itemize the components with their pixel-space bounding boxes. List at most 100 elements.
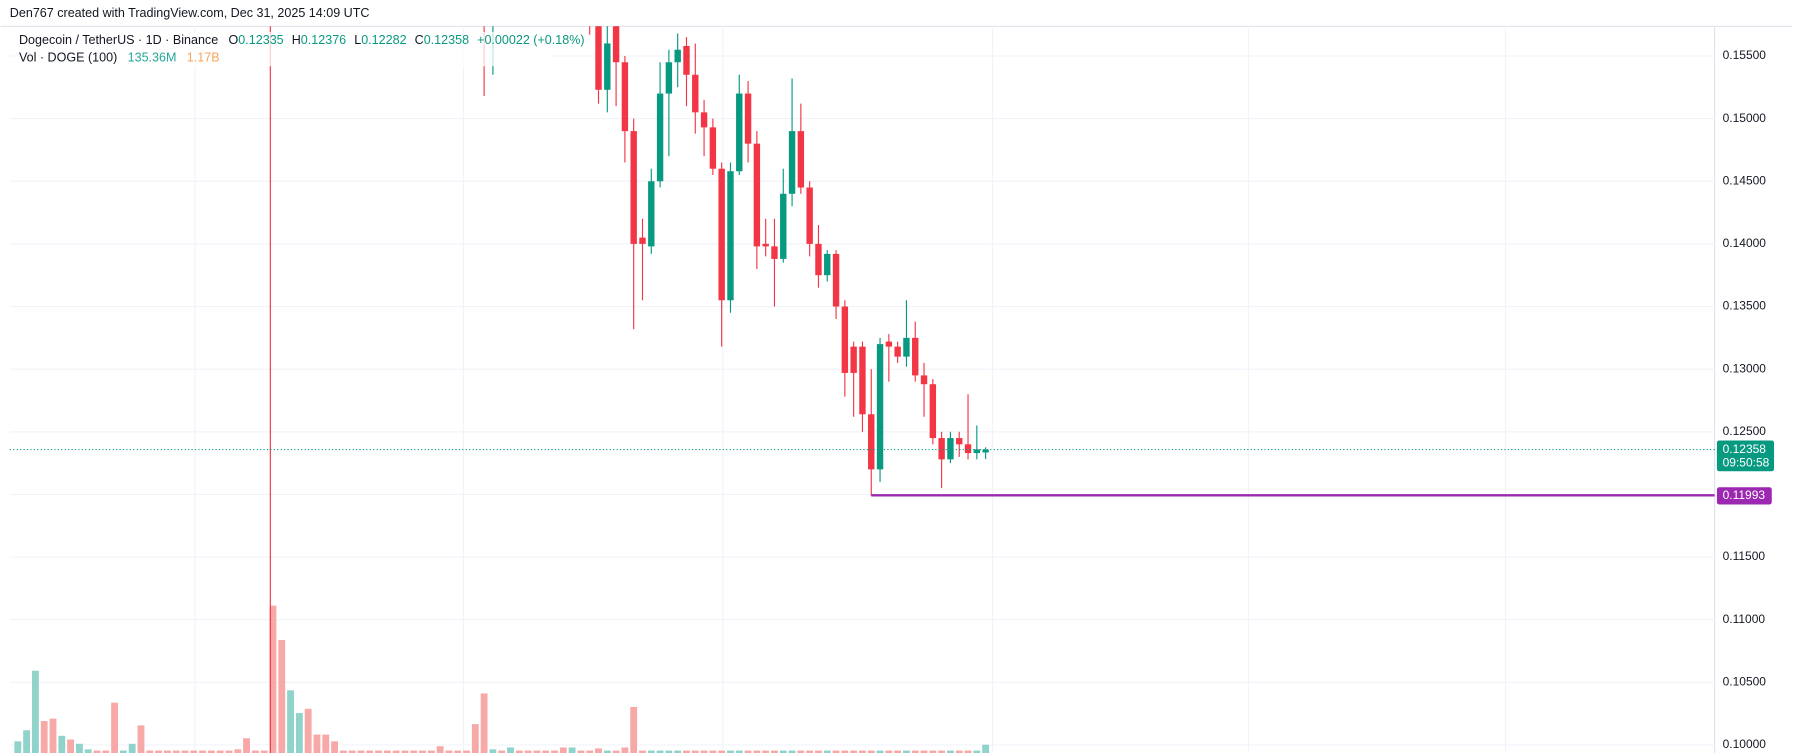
legend-value: 0.12376	[301, 33, 346, 47]
legend-letter: H	[292, 33, 301, 47]
volume-bar	[419, 750, 426, 753]
candle-body	[700, 112, 708, 128]
volume-bar	[331, 741, 338, 753]
volume-bar	[691, 750, 699, 753]
volume-bar	[163, 750, 171, 753]
volume-bar	[410, 750, 418, 753]
candles	[483, 26, 989, 496]
volume-bar	[234, 749, 242, 753]
candle-body	[621, 62, 629, 132]
horizontal-line-label: 0.11993	[1723, 488, 1766, 502]
candle-body	[850, 346, 857, 373]
volume-bar	[894, 750, 902, 753]
volume-bar	[23, 730, 31, 753]
volume-bar	[67, 739, 75, 753]
volume-bar	[357, 750, 365, 753]
volume-bar	[630, 706, 638, 753]
volume-bar	[779, 750, 787, 753]
candle-body	[815, 243, 822, 276]
volume-value: 135.36M	[128, 51, 177, 65]
candle-body	[832, 253, 840, 307]
candle-body	[920, 375, 928, 385]
legend-letter: O	[229, 33, 239, 47]
volume-bar	[445, 750, 453, 753]
volume-bar	[392, 750, 400, 753]
y-tick-label: 0.15000	[1723, 111, 1767, 125]
legend-value: 0.12282	[361, 33, 406, 47]
volume-bar	[436, 746, 444, 753]
vertical-grid	[194, 26, 1507, 753]
y-tick-label: 0.11000	[1723, 612, 1766, 626]
legend-letter: L	[354, 33, 361, 47]
candle-body	[806, 187, 813, 244]
volume-bar	[551, 750, 558, 753]
volume-bar	[823, 750, 831, 753]
candle-body	[885, 341, 893, 347]
candle-body	[788, 131, 796, 194]
volume-bar	[207, 750, 215, 753]
volume-bar	[383, 750, 391, 753]
volume-bar	[322, 734, 330, 753]
last-price-box	[1716, 440, 1775, 472]
volume-bar	[656, 750, 664, 753]
candle-body	[947, 438, 954, 460]
volume-bar	[128, 743, 136, 753]
candle-body	[674, 49, 681, 63]
candle-body	[665, 62, 673, 94]
candle-body	[683, 45, 690, 75]
volume-bar	[982, 744, 990, 753]
candle-body	[956, 438, 963, 445]
candle-body	[982, 449, 989, 453]
volume-bar	[243, 738, 250, 753]
volume-bar	[480, 693, 488, 753]
volume-bar	[269, 605, 277, 753]
volume-bar	[287, 690, 294, 753]
volume-bar	[181, 750, 189, 753]
volume-bar	[304, 708, 312, 753]
volume-bar	[806, 750, 814, 753]
volume-bar	[339, 750, 347, 753]
volume-bar	[735, 750, 743, 753]
volume-bar	[507, 747, 514, 753]
volume-bar	[375, 750, 382, 753]
volume-bar	[31, 670, 39, 753]
volume-bar	[146, 750, 154, 753]
volume-bar	[515, 750, 523, 753]
volume-bar	[718, 750, 726, 753]
volume-bar	[111, 702, 119, 753]
candle-body	[903, 337, 910, 357]
volume-bar	[216, 750, 224, 753]
candle-body	[841, 306, 849, 373]
volume-bar	[665, 750, 673, 753]
y-tick-label: 0.10500	[1723, 675, 1767, 689]
y-tick-label: 0.12500	[1723, 424, 1767, 438]
legend-letter: C	[415, 33, 424, 47]
volume-bar	[911, 750, 919, 753]
candle-body	[929, 384, 937, 439]
volume-bar	[463, 750, 470, 753]
volume-bar	[973, 750, 981, 753]
countdown-label: 09:50:58	[1723, 455, 1770, 469]
volume-bar	[621, 747, 629, 753]
volume-bar	[876, 750, 884, 753]
volume-pane	[14, 605, 990, 753]
candle-body	[718, 168, 725, 301]
volume-bar	[815, 750, 822, 753]
volume-bar	[595, 748, 602, 753]
volume-bar	[964, 750, 972, 753]
volume-bar	[850, 750, 858, 753]
volume-bar	[489, 749, 497, 753]
volume-bar	[137, 725, 145, 753]
volume-bar	[929, 750, 937, 753]
candle-body	[964, 444, 972, 454]
candle-body	[612, 26, 620, 63]
legend-value: 0.12358	[424, 33, 469, 47]
volume-bar	[313, 734, 321, 753]
candle-body	[824, 253, 831, 276]
candle-body	[868, 414, 875, 470]
volume-bar	[753, 750, 761, 753]
candle-body	[973, 449, 981, 454]
candle-body	[656, 93, 664, 182]
